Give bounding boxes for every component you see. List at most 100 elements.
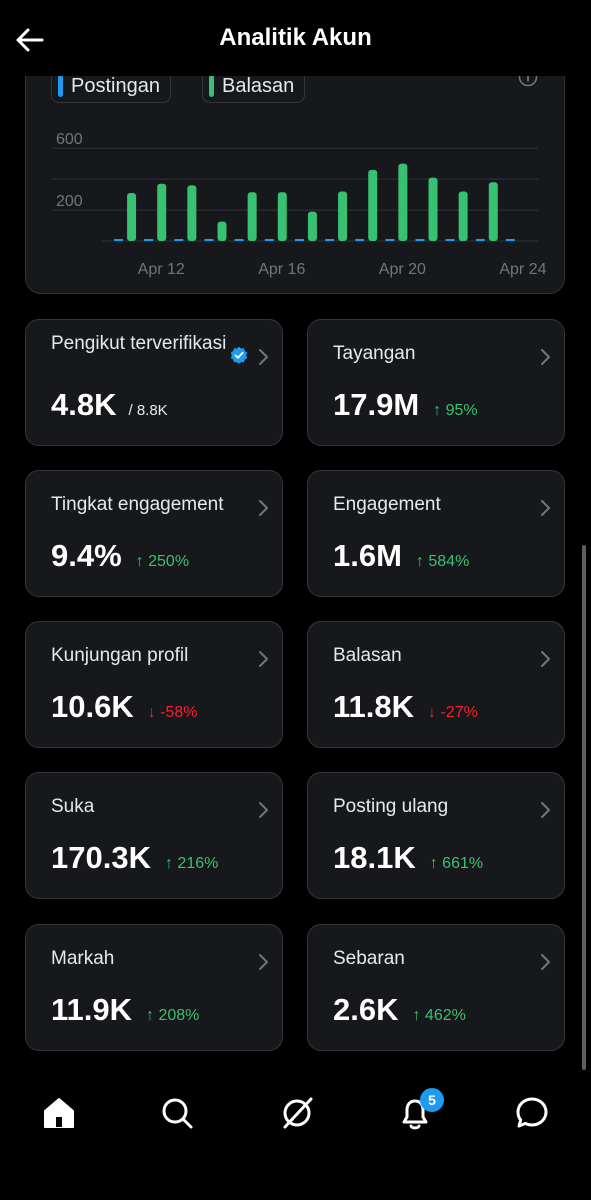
- card-posting-ulang[interactable]: Posting ulang 18.1K ↑ 661%: [307, 772, 565, 899]
- card-balasan[interactable]: Balasan 11.8K ↓ -27%: [307, 621, 565, 748]
- bar-postingan[interactable]: [475, 239, 485, 241]
- chevron-right-icon: [259, 500, 268, 516]
- bar-balasan[interactable]: [277, 192, 287, 241]
- card-value-row: 170.3K ↑ 216%: [51, 840, 218, 876]
- card-value-row: 11.8K ↓ -27%: [333, 689, 478, 725]
- card-value-row: 11.9K ↑ 208%: [51, 992, 199, 1028]
- bar-postingan[interactable]: [385, 239, 395, 241]
- card-change: ↑ 661%: [429, 855, 484, 872]
- card-pengikut-terverifikasi[interactable]: Pengikut terverifikasi 4.8K / 8.8K: [25, 319, 283, 446]
- card-value-row: 17.9M ↑ 95%: [333, 387, 478, 423]
- x-tick-label: Apr 20: [379, 261, 426, 278]
- bar-postingan[interactable]: [415, 239, 425, 241]
- bar-postingan[interactable]: [204, 239, 214, 241]
- bar-postingan[interactable]: [234, 239, 244, 241]
- card-markah[interactable]: Markah 11.9K ↑ 208%: [25, 924, 283, 1051]
- card-change: ↑ 95%: [433, 402, 478, 419]
- home-icon[interactable]: [37, 1091, 81, 1135]
- card-value: 11.8K: [333, 689, 415, 724]
- bar-balasan[interactable]: [488, 182, 498, 241]
- bar-postingan[interactable]: [325, 239, 335, 241]
- page-title: Analitik Akun: [219, 24, 372, 51]
- card-value-row: 9.4% ↑ 250%: [51, 538, 189, 574]
- card-value-row: 2.6K ↑ 462%: [333, 992, 466, 1028]
- bar-balasan[interactable]: [187, 185, 197, 241]
- card-value: 10.6K: [51, 689, 134, 724]
- card-change: ↓ -27%: [428, 704, 478, 721]
- x-tick-label: Apr 12: [138, 261, 185, 278]
- bar-balasan[interactable]: [247, 192, 257, 241]
- card-value: 17.9M: [333, 387, 420, 422]
- chevron-right-icon: [541, 802, 550, 818]
- bar-postingan[interactable]: [114, 239, 124, 241]
- bar-balasan[interactable]: [428, 177, 438, 241]
- chevron-right-icon: [541, 500, 550, 516]
- chevron-right-icon: [541, 651, 550, 667]
- bar-postingan[interactable]: [445, 239, 455, 241]
- card-value: 4.8K: [51, 387, 117, 422]
- x-tick-label: Apr 24: [499, 261, 546, 278]
- card-change: ↑ 462%: [412, 1007, 466, 1024]
- card-engagement[interactable]: Engagement 1.6M ↑ 584%: [307, 470, 565, 597]
- bar-postingan[interactable]: [294, 239, 304, 241]
- bar-balasan[interactable]: [157, 183, 167, 241]
- y-tick-label: 200: [56, 193, 83, 210]
- chevron-right-icon: [541, 349, 550, 365]
- chevron-right-icon: [259, 349, 268, 365]
- card-change: ↑ 208%: [146, 1007, 200, 1024]
- card-label: Tingkat engagement: [51, 494, 224, 515]
- x-tick-label: Apr 16: [258, 261, 305, 278]
- card-sub-value: / 8.8K: [128, 402, 168, 419]
- bottom-nav: [0, 1075, 591, 1200]
- bar-postingan[interactable]: [355, 239, 365, 241]
- messages-icon[interactable]: [510, 1091, 554, 1135]
- card-label: Suka: [51, 796, 95, 817]
- card-value: 9.4%: [51, 538, 122, 573]
- chevron-right-icon: [541, 954, 550, 970]
- card-value: 18.1K: [333, 840, 416, 875]
- bar-postingan[interactable]: [144, 239, 154, 241]
- card-label: Markah: [51, 948, 115, 969]
- chevron-right-icon: [259, 651, 268, 667]
- card-kunjungan-profil[interactable]: Kunjungan profil 10.6K ↓ -58%: [25, 621, 283, 748]
- chart-card: 200 600 Apr 12 Apr 16 Apr 20 Apr 24 Postingan…: [25, 40, 565, 294]
- card-value: 2.6K: [333, 992, 399, 1027]
- card-suka[interactable]: Suka 170.3K ↑ 216%: [25, 772, 283, 899]
- search-icon[interactable]: [155, 1091, 199, 1135]
- bar-balasan[interactable]: [398, 163, 408, 241]
- bar-balasan[interactable]: [458, 191, 468, 241]
- bar-balasan[interactable]: [338, 191, 348, 241]
- notification-count-badge: 5: [420, 1088, 444, 1112]
- card-value: 11.9K: [51, 992, 133, 1027]
- card-tingkat-engagement[interactable]: Tingkat engagement 9.4% ↑ 250%: [25, 470, 283, 597]
- bar-postingan[interactable]: [505, 239, 515, 241]
- y-tick-label: 600: [56, 131, 83, 148]
- notifications-icon[interactable]: [393, 1091, 437, 1135]
- card-label: Sebaran: [333, 948, 405, 969]
- card-value: 170.3K: [51, 840, 151, 875]
- scrollbar[interactable]: [582, 545, 586, 1070]
- bar-balasan[interactable]: [217, 221, 227, 241]
- bar-balasan[interactable]: [368, 169, 378, 241]
- grok-icon[interactable]: [275, 1091, 319, 1135]
- arrow-left-icon[interactable]: [12, 22, 48, 58]
- card-tayangan[interactable]: Tayangan 17.9M ↑ 95%: [307, 319, 565, 446]
- legend-label-postingan: Postingan: [71, 74, 160, 97]
- card-label: Balasan: [333, 645, 402, 666]
- card-label: Engagement: [333, 494, 441, 515]
- legend-postingan[interactable]: Postingan: [51, 69, 171, 103]
- bar-postingan[interactable]: [174, 239, 184, 241]
- card-value-row: 18.1K ↑ 661%: [333, 840, 483, 876]
- card-label: Kunjungan profil: [51, 645, 189, 666]
- card-change: ↓ -58%: [147, 704, 198, 721]
- card-label: Pengikut terverifikasi: [51, 333, 227, 354]
- legend-label-balasan: Balasan: [222, 74, 295, 97]
- card-value-row: 10.6K ↓ -58%: [51, 689, 198, 725]
- card-sebaran[interactable]: Sebaran 2.6K ↑ 462%: [307, 924, 565, 1051]
- legend-swatch-postingan: [58, 75, 63, 97]
- chevron-right-icon: [259, 954, 268, 970]
- bar-balasan[interactable]: [127, 193, 137, 241]
- bar-postingan[interactable]: [264, 239, 274, 241]
- bar-balasan[interactable]: [307, 211, 317, 241]
- card-change: ↑ 216%: [164, 855, 219, 872]
